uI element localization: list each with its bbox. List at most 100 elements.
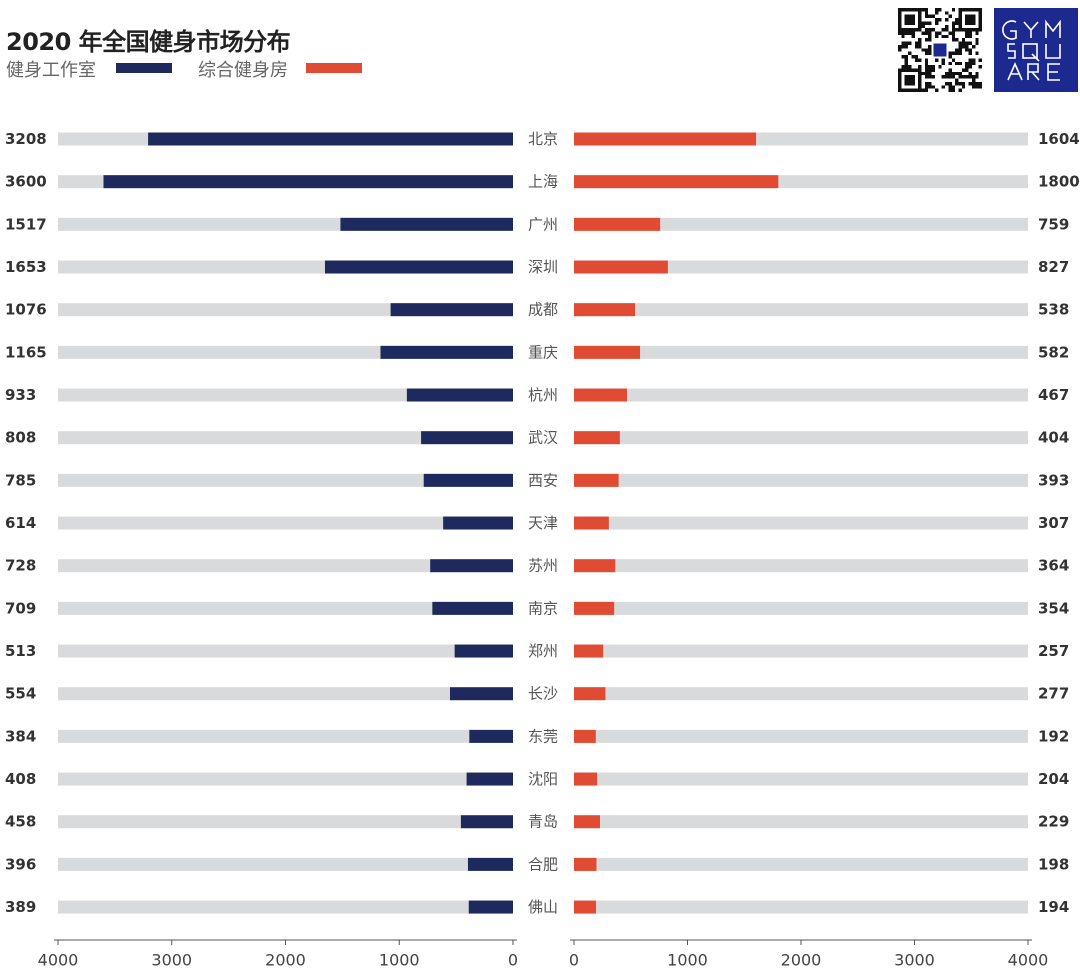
data-label-studio: 396 (5, 855, 36, 873)
data-label-studio: 458 (5, 813, 36, 831)
bar-studio (467, 857, 513, 871)
data-label-studio: 709 (5, 599, 36, 617)
track-bar (574, 857, 1028, 871)
bar-gym (574, 260, 668, 274)
track-bar (58, 601, 513, 615)
legend-label-studio: 健身工作室 (6, 60, 96, 81)
data-label-gym: 759 (1038, 215, 1069, 233)
category-label: 沈阳 (528, 770, 558, 788)
bar-gym (574, 772, 598, 786)
data-label-studio: 408 (5, 770, 36, 788)
data-label-studio: 1517 (5, 215, 47, 233)
track-bar (574, 644, 1028, 658)
track-bar (574, 345, 1028, 359)
legend-swatch-gym (306, 63, 362, 73)
bar-gym (574, 431, 620, 445)
legend-swatch-studio (116, 63, 172, 73)
bar-gym (574, 815, 600, 829)
bar-studio (432, 601, 513, 615)
data-label-gym: 393 (1038, 471, 1069, 489)
x-tick-label-left: 2000 (265, 951, 306, 970)
x-tick-label-right: 3000 (894, 951, 935, 970)
bar-studio (454, 644, 513, 658)
x-tick-label-left: 4000 (38, 951, 79, 970)
bar-gym (574, 857, 597, 871)
x-tick-label-right: 2000 (781, 951, 822, 970)
track-bar (58, 687, 513, 701)
bar-studio (449, 687, 513, 701)
track-bar (58, 559, 513, 573)
bar-studio (460, 815, 513, 829)
bar-gym (574, 345, 641, 359)
track-bar (574, 388, 1028, 402)
category-label: 深圳 (528, 258, 558, 276)
data-label-studio: 933 (5, 386, 36, 404)
track-bar (574, 601, 1028, 615)
track-bar (58, 729, 513, 743)
data-label-studio: 1076 (5, 301, 47, 319)
bar-gym (574, 559, 616, 573)
x-tick-label-right: 4000 (1008, 951, 1049, 970)
qr-code-icon (898, 8, 982, 92)
x-tick-label-left: 3000 (151, 951, 192, 970)
track-bar (574, 431, 1028, 445)
bar-gym (574, 687, 606, 701)
gym-square-logo (994, 8, 1078, 92)
track-bar (574, 260, 1028, 274)
track-bar (574, 559, 1028, 573)
bar-gym (574, 516, 609, 530)
track-bar (58, 516, 513, 530)
bar-studio (380, 345, 513, 359)
data-label-gym: 204 (1038, 770, 1069, 788)
bar-studio (390, 303, 513, 317)
category-label: 北京 (528, 130, 558, 148)
bar-studio (148, 132, 513, 146)
bar-gym (574, 473, 619, 487)
x-tick-label-right: 0 (569, 951, 579, 970)
chart-title: 2020 年全国健身市场分布 (6, 28, 291, 56)
data-label-gym: 198 (1038, 855, 1069, 873)
data-label-gym: 1604 (1038, 130, 1080, 148)
track-bar (58, 473, 513, 487)
category-label: 杭州 (528, 386, 558, 404)
bar-studio (443, 516, 513, 530)
bar-gym (574, 175, 779, 189)
bar-gym (574, 900, 597, 914)
bar-gym (574, 729, 596, 743)
category-label: 青岛 (528, 813, 558, 831)
data-label-gym: 192 (1038, 727, 1069, 745)
x-tick-label-left: 0 (508, 951, 518, 970)
category-label: 苏州 (528, 557, 558, 575)
category-label: 天津 (528, 514, 558, 532)
track-bar (574, 815, 1028, 829)
data-label-gym: 277 (1038, 685, 1069, 703)
data-label-studio: 3208 (5, 130, 47, 148)
data-label-gym: 364 (1038, 557, 1069, 575)
data-label-studio: 1653 (5, 258, 47, 276)
bar-studio (421, 431, 513, 445)
bar-studio (469, 729, 513, 743)
data-label-gym: 404 (1038, 429, 1069, 447)
category-label: 重庆 (528, 343, 558, 361)
bar-studio (423, 473, 513, 487)
category-label: 广州 (528, 215, 558, 233)
bar-gym (574, 217, 661, 231)
data-label-studio: 614 (5, 514, 36, 532)
data-label-gym: 194 (1038, 898, 1069, 916)
category-label: 东莞 (528, 727, 558, 745)
track-bar (574, 303, 1028, 317)
bar-studio (406, 388, 513, 402)
bar-gym (574, 388, 628, 402)
bar-studio (340, 217, 513, 231)
bar-studio (324, 260, 513, 274)
bar-studio (468, 900, 513, 914)
track-bar (574, 687, 1028, 701)
data-label-studio: 389 (5, 898, 36, 916)
track-bar (574, 729, 1028, 743)
category-label: 武汉 (528, 429, 558, 447)
track-bar (58, 644, 513, 658)
legend-label-gym: 综合健身房 (198, 60, 288, 81)
track-bar (58, 857, 513, 871)
data-label-studio: 554 (5, 685, 36, 703)
